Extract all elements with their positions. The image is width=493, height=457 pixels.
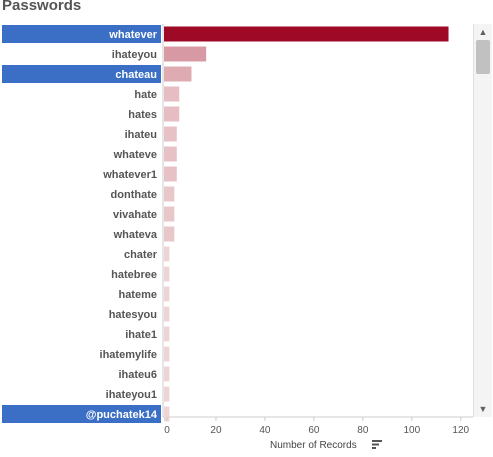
row-label[interactable]: ihateu6 bbox=[118, 369, 157, 381]
row-label[interactable]: hatesyou bbox=[109, 309, 157, 321]
chevron-down-icon[interactable]: ▼ bbox=[478, 404, 488, 414]
bar-ihateyou[interactable] bbox=[164, 46, 207, 62]
row-label[interactable]: whatever bbox=[108, 29, 157, 41]
bar-ihatemylife[interactable] bbox=[164, 346, 170, 362]
x-tick-label: 120 bbox=[452, 425, 469, 436]
row-label[interactable]: ihateyou bbox=[112, 49, 157, 61]
bar-@puchatek14[interactable] bbox=[164, 406, 170, 422]
x-tick-label: 100 bbox=[403, 425, 420, 436]
row-label[interactable]: whateve bbox=[113, 149, 157, 161]
page-title: Passwords bbox=[2, 0, 82, 14]
row-label[interactable]: ihateu bbox=[125, 129, 157, 141]
bar-ihateyou1[interactable] bbox=[164, 386, 170, 402]
row-label[interactable]: ihateyou1 bbox=[106, 389, 157, 401]
bar-vivahate[interactable] bbox=[164, 206, 175, 222]
row-label[interactable]: chater bbox=[124, 249, 158, 261]
bar-hates[interactable] bbox=[164, 106, 180, 122]
row-label[interactable]: whateva bbox=[113, 229, 158, 241]
row-label[interactable]: hates bbox=[128, 109, 157, 121]
x-tick-label: 0 bbox=[164, 425, 170, 436]
row-label[interactable]: @puchatek14 bbox=[86, 409, 158, 421]
bar-ihateu[interactable] bbox=[164, 126, 177, 142]
row-label[interactable]: hateme bbox=[118, 289, 157, 301]
row-label[interactable]: ihate1 bbox=[125, 329, 157, 341]
bar-whatever[interactable] bbox=[164, 26, 449, 42]
scrollbar-thumb[interactable] bbox=[476, 40, 490, 74]
x-tick-label: 80 bbox=[357, 425, 369, 436]
bar-hatebree[interactable] bbox=[164, 266, 170, 282]
x-tick-label: 40 bbox=[259, 425, 271, 436]
row-label[interactable]: hatebree bbox=[111, 269, 157, 281]
bar-hateme[interactable] bbox=[164, 286, 170, 302]
row-label[interactable]: donthate bbox=[111, 189, 157, 201]
bar-donthate[interactable] bbox=[164, 186, 175, 202]
sort-descending-icon[interactable] bbox=[371, 439, 383, 451]
x-tick-label: 20 bbox=[210, 425, 222, 436]
row-label[interactable]: whatever1 bbox=[102, 169, 157, 181]
row-label[interactable]: chateau bbox=[115, 69, 157, 81]
row-label[interactable]: hate bbox=[134, 89, 157, 101]
row-label-highlight[interactable] bbox=[2, 65, 161, 83]
row-label-highlight[interactable] bbox=[2, 405, 161, 423]
vertical-scrollbar[interactable]: ▲ ▼ bbox=[473, 24, 492, 417]
bar-hate[interactable] bbox=[164, 86, 180, 102]
bar-whateve[interactable] bbox=[164, 146, 177, 162]
bar-ihateu6[interactable] bbox=[164, 366, 170, 382]
x-axis-title: Number of Records bbox=[270, 440, 357, 451]
bar-whatever1[interactable] bbox=[164, 166, 177, 182]
bar-chater[interactable] bbox=[164, 246, 170, 262]
row-label[interactable]: ihatemylife bbox=[100, 349, 157, 361]
bar-ihate1[interactable] bbox=[164, 326, 170, 342]
chevron-up-icon[interactable]: ▲ bbox=[478, 27, 488, 37]
bar-hatesyou[interactable] bbox=[164, 306, 170, 322]
bar-whateva[interactable] bbox=[164, 226, 175, 242]
row-label[interactable]: vivahate bbox=[113, 209, 157, 221]
row-label-highlight[interactable] bbox=[2, 25, 161, 43]
x-tick-label: 60 bbox=[308, 425, 320, 436]
bar-chateau[interactable] bbox=[164, 66, 192, 82]
